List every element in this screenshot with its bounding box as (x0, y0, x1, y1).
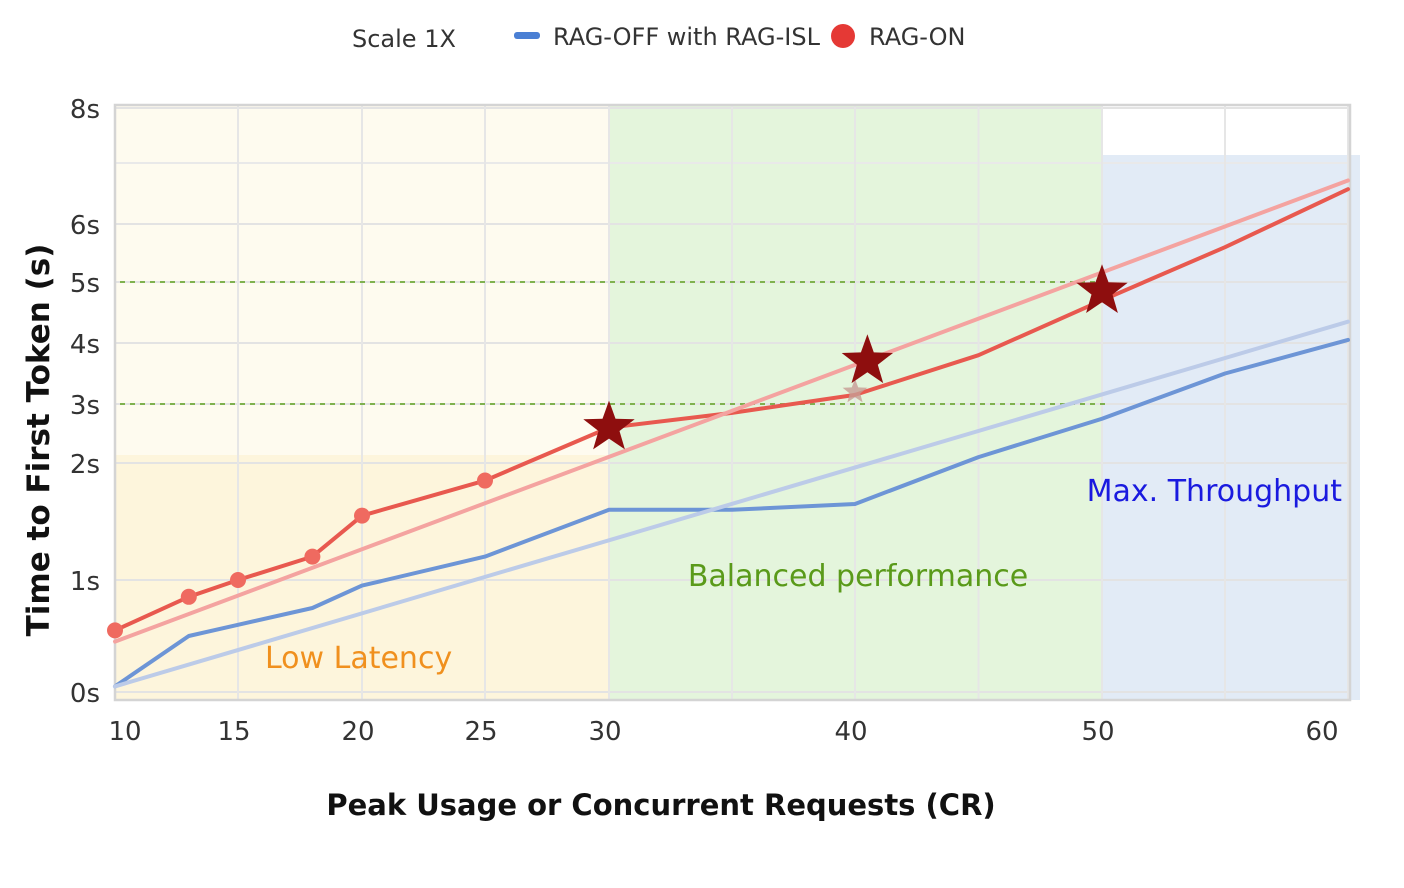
rag-on-marker-5 (477, 472, 493, 489)
legend-rag-off-label: RAG-OFF with RAG-ISL (553, 23, 821, 51)
x-tick-label-6: 50 (1081, 717, 1114, 747)
zone-2 (1102, 155, 1360, 700)
legend-scale-label: Scale 1X (352, 25, 456, 53)
plot-border (113, 103, 1352, 702)
y-tick-labels: 0s 1s 2s 3s 4s 5s 6s 8s (70, 95, 100, 709)
star-marker-1 (841, 334, 893, 384)
rag-on-marker-4 (354, 507, 370, 524)
x-tick-label-4: 30 (588, 717, 621, 747)
y-axis-title: Time to First Token (s) (21, 244, 57, 637)
rag-on-marker-3 (304, 548, 321, 565)
series-line-2 (113, 337, 1350, 689)
x-tick-label-2: 20 (341, 717, 374, 747)
rag-on-marker-1 (180, 588, 197, 605)
y-tick-label-5: 5s (70, 269, 100, 299)
star-marker-0 (583, 400, 635, 450)
legend-rag-off-swatch (514, 32, 540, 39)
y-tick-label-0: 0s (70, 679, 100, 709)
x-tick-label-5: 40 (834, 717, 867, 747)
y-tick-label-7: 8s (70, 95, 100, 125)
x-tick-label-3: 25 (464, 717, 497, 747)
y-tick-label-3: 3s (70, 391, 100, 421)
zone-label-2: Max. Throughput (1087, 474, 1343, 509)
y-tick-label-6: 6s (70, 211, 100, 241)
series-line-3 (113, 319, 1350, 689)
zone-labels: Low Latency Balanced performance Max. Thro… (265, 474, 1342, 676)
rag-on-marker-2 (230, 572, 246, 588)
star-marker-2 (1076, 264, 1128, 313)
x-tick-label-1: 15 (217, 717, 250, 747)
y-tick-label-2: 2s (70, 450, 100, 480)
zone-label-1: Balanced performance (688, 559, 1028, 594)
plot-frame (113, 103, 1352, 702)
x-axis-title: Peak Usage or Concurrent Requests (CR) (326, 788, 995, 822)
legend: Scale 1X RAG-OFF with RAG-ISL RAG-ON (352, 23, 965, 53)
star-markers (583, 264, 1128, 450)
x-tick-label-7: 60 (1305, 717, 1338, 747)
y-tick-label-1: 1s (70, 567, 100, 597)
series-markers (107, 472, 493, 639)
series-line-1 (113, 178, 1350, 644)
faint-star (842, 378, 868, 403)
legend-rag-on-dot (831, 24, 855, 48)
x-tick-label-0: 10 (108, 717, 141, 747)
zone-label-0: Low Latency (265, 641, 452, 676)
reference-lines (120, 281, 1110, 405)
x-tick-labels: 10 15 20 25 30 40 50 60 (108, 717, 1338, 747)
y-tick-label-4: 4s (70, 330, 100, 360)
legend-rag-on-label: RAG-ON (869, 23, 965, 51)
rag-on-marker-0 (107, 622, 123, 639)
